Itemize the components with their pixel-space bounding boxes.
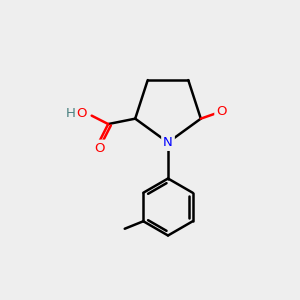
Text: O: O (94, 142, 105, 154)
Text: H: H (66, 107, 76, 120)
Text: O: O (76, 107, 87, 120)
Text: N: N (163, 136, 173, 149)
Text: O: O (216, 105, 227, 118)
